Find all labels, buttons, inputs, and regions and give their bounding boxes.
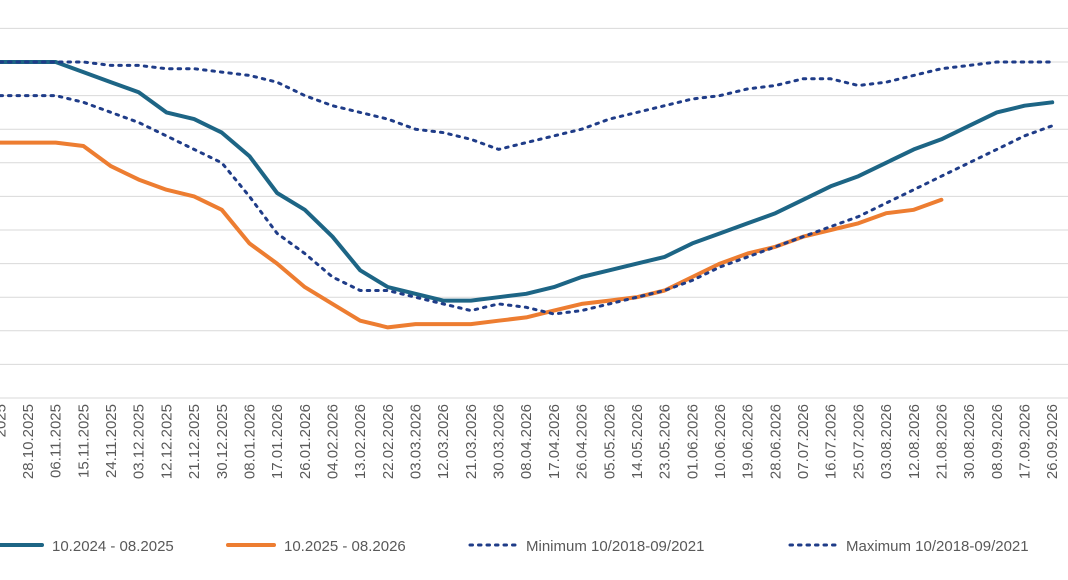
x-tick-label: 21.03.2026 <box>463 404 480 479</box>
x-tick-label: 26.04.2026 <box>574 404 591 479</box>
x-tick-label: 10.06.2026 <box>712 404 729 479</box>
x-tick-label: 28.10.2025 <box>20 404 37 479</box>
x-tick-label: 26.09.2026 <box>1044 404 1061 479</box>
x-tick-label: 17.09.2026 <box>1016 404 1033 479</box>
x-tick-label: 17.01.2026 <box>269 404 286 479</box>
x-tick-label: 04.02.2026 <box>324 404 341 479</box>
gridlines <box>0 27 1068 399</box>
x-tick-label: 13.02.2026 <box>352 404 369 479</box>
x-tick-label: 16.07.2026 <box>823 404 840 479</box>
x-tick-label: 30.03.2026 <box>491 404 508 479</box>
legend-item: 10.2024 - 08.2025 <box>0 538 174 555</box>
x-tick-label: 12.03.2026 <box>435 404 452 479</box>
x-tick-label: 12.12.2025 <box>158 404 175 479</box>
legend-label: 10.2024 - 08.2025 <box>52 538 174 555</box>
x-tick-label: 30.12.2025 <box>214 404 231 479</box>
x-tick-label: 23.05.2026 <box>657 404 674 479</box>
legend-item: 10.2025 - 08.2026 <box>226 538 406 555</box>
legend-label: Maximum 10/2018-09/2021 <box>846 538 1029 555</box>
x-tick-label: 08.04.2026 <box>518 404 535 479</box>
legend-item: Minimum 10/2018-09/2021 <box>468 538 704 555</box>
x-tick-label: 14.05.2026 <box>629 404 646 479</box>
x-tick-label: 08.01.2026 <box>241 404 258 479</box>
legend-label: 10.2025 - 08.2026 <box>284 538 406 555</box>
legend-label: Minimum 10/2018-09/2021 <box>526 538 704 555</box>
x-axis-tick-labels: 2025 28.10.2025 06.11.2025 15.11.2025 24.11.… <box>0 404 1061 479</box>
x-tick-label: 30.08.2026 <box>961 404 978 479</box>
series-line-0 <box>0 60 1055 303</box>
legend: 10.2024 - 08.2025 10.2025 - 08.2026 Minimu… <box>0 538 1029 555</box>
x-tick-label: 19.06.2026 <box>740 404 757 479</box>
series-lines <box>0 60 1055 330</box>
x-tick-label: 2025 <box>0 404 9 437</box>
x-tick-label: 06.11.2025 <box>48 404 65 478</box>
x-tick-label: 03.12.2025 <box>131 404 148 479</box>
x-tick-label: 24.11.2025 <box>103 404 120 478</box>
x-tick-label: 21.08.2026 <box>933 404 950 479</box>
x-tick-label: 08.09.2026 <box>989 404 1006 479</box>
x-tick-label: 22.02.2026 <box>380 404 397 479</box>
x-tick-label: 01.06.2026 <box>684 404 701 479</box>
x-tick-label: 21.12.2025 <box>186 404 203 479</box>
x-tick-label: 05.05.2026 <box>601 404 618 479</box>
x-tick-label: 12.08.2026 <box>906 404 923 479</box>
x-tick-label: 03.03.2026 <box>408 404 425 479</box>
x-tick-label: 28.06.2026 <box>767 404 784 479</box>
x-tick-label: 07.07.2026 <box>795 404 812 479</box>
x-tick-label: 15.11.2025 <box>75 404 92 478</box>
series-line-2 <box>0 94 1054 316</box>
x-tick-label: 26.01.2026 <box>297 404 314 479</box>
x-tick-label: 17.04.2026 <box>546 404 563 479</box>
x-tick-label: 03.08.2026 <box>878 404 895 479</box>
x-tick-label: 25.07.2026 <box>850 404 867 479</box>
legend-item: Maximum 10/2018-09/2021 <box>788 538 1029 555</box>
